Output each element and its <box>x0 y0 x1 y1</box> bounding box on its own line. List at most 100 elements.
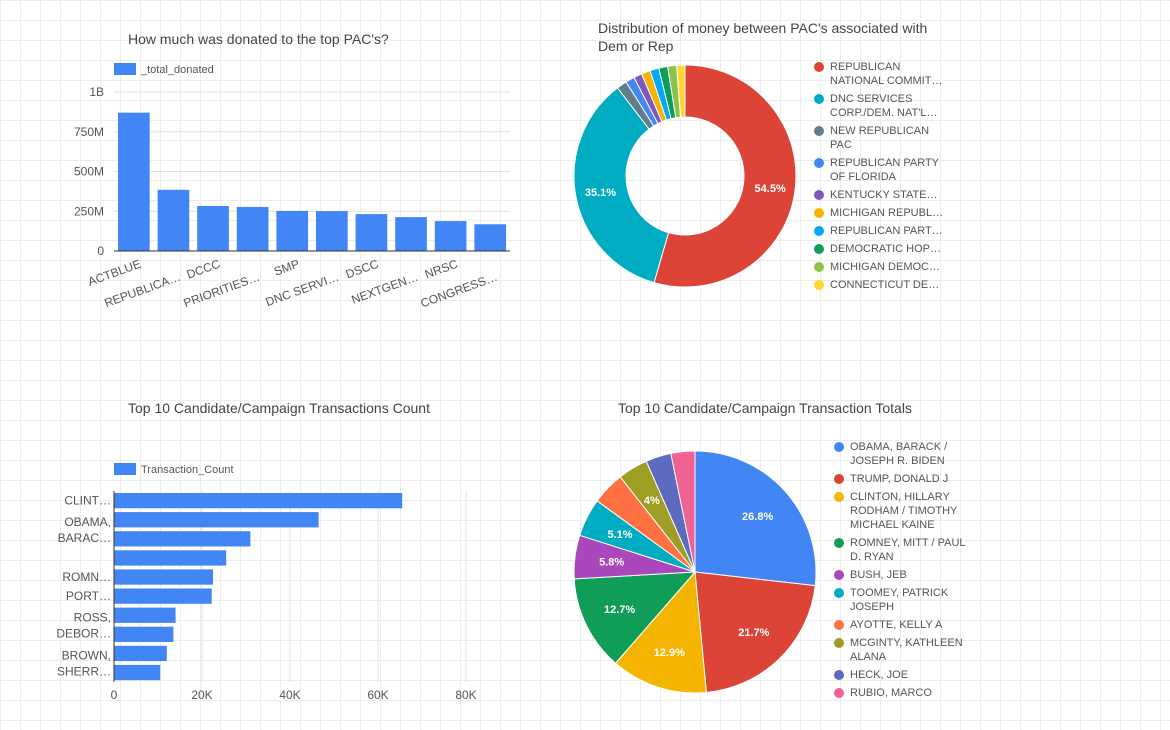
legend-item: TOOMEY, PATRICK JOSEPH <box>834 586 974 614</box>
bar <box>276 210 309 251</box>
legend-label: AYOTTE, KELLY A <box>850 619 943 631</box>
pac-donations-svg: _total_donated0250M500M750M1BACTBLUEREPU… <box>74 63 510 310</box>
bar <box>236 206 269 251</box>
x-tick-label: SMP <box>272 257 301 279</box>
legend-item: ROMNEY, MITT / PAUL D. RYAN <box>834 536 974 564</box>
x-tick-label: DSCC <box>344 257 381 282</box>
legend-swatch <box>834 588 844 598</box>
chart-legend: REPUBLICAN NATIONAL COMMIT… DNC SERVICES … <box>814 60 954 296</box>
legend-item: MICHIGAN DEMOC… <box>814 260 954 274</box>
bar <box>316 211 348 251</box>
bar <box>355 214 388 251</box>
y-tick-label: 250M <box>74 204 104 218</box>
chart-title: How much was donated to the top PAC's? <box>128 31 389 47</box>
legend-label: KENTUCKY STATE… <box>830 189 938 201</box>
slice-label: 12.7% <box>604 604 635 616</box>
pie-slice <box>614 570 707 694</box>
legend-label: REPUBLICAN PART… <box>830 225 943 237</box>
legend-swatch <box>814 62 824 72</box>
legend-item: TRUMP, DONALD J <box>834 472 974 486</box>
y-tick-label: 750M <box>74 125 104 139</box>
x-tick-label: 80K <box>455 688 476 702</box>
x-tick-label: 40K <box>279 688 300 702</box>
y-tick-label: PORT… <box>66 589 111 603</box>
y-tick-label: 500M <box>74 165 104 179</box>
bar <box>114 531 251 547</box>
legend-item: REPUBLICAN PART… <box>814 224 954 238</box>
legend-label: NEW REPUBLICAN PAC <box>830 125 930 151</box>
chart-title: Distribution of money between PAC's asso… <box>598 20 928 54</box>
x-tick-label: DCCC <box>185 257 223 282</box>
legend-swatch <box>814 190 824 200</box>
chart-title: Top 10 Candidate/Campaign Transaction To… <box>618 400 912 416</box>
slice-label: 35.1% <box>585 187 616 199</box>
legend-item: RUBIO, MARCO <box>834 686 974 700</box>
x-tick-label: NRSC <box>423 257 460 282</box>
bar <box>114 550 227 566</box>
legend-item: REPUBLICAN PARTY OF FLORIDA <box>814 156 954 184</box>
pie-slice <box>670 450 696 573</box>
legend-item: DEMOCRATIC HOP… <box>814 242 954 256</box>
bar <box>157 189 190 251</box>
legend-label: DNC SERVICES CORP./DEM. NAT'L… <box>830 93 938 119</box>
pie-slice <box>694 450 817 587</box>
legend-swatch <box>814 280 824 290</box>
y-tick-label: DEBOR… <box>56 626 111 640</box>
legend-swatch <box>834 638 844 648</box>
legend-label: OBAMA, BARACK / JOSEPH R. BIDEN <box>850 441 948 467</box>
bar <box>114 645 167 662</box>
legend-swatch <box>814 226 824 236</box>
legend-swatch <box>814 244 824 254</box>
legend-label: REPUBLICAN NATIONAL COMMIT… <box>830 61 943 87</box>
legend-swatch <box>834 474 844 484</box>
y-tick-label: BROWN, <box>62 649 111 663</box>
legend-label: TRUMP, DONALD J <box>850 473 949 485</box>
legend-label: _total_donated <box>140 64 214 76</box>
legend-label: MICHIGAN REPUBL… <box>830 207 944 219</box>
pie-slice <box>676 64 686 118</box>
legend-item: MICHIGAN REPUBL… <box>814 206 954 220</box>
legend-label: RUBIO, MARCO <box>850 687 932 699</box>
bar <box>114 626 174 642</box>
y-tick-label: SHERR… <box>57 665 111 679</box>
legend-item: HECK, JOE <box>834 668 974 682</box>
bar <box>434 221 467 251</box>
legend-label: BUSH, JEB <box>850 569 907 581</box>
bar <box>114 512 319 528</box>
legend-item: AYOTTE, KELLY A <box>834 618 974 632</box>
legend-item: DNC SERVICES CORP./DEM. NAT'L… <box>814 92 954 120</box>
slice-label: 54.5% <box>755 183 786 195</box>
party-distribution-svg: 54.5% 35.1% <box>573 64 797 288</box>
y-tick-label: 1B <box>89 85 104 99</box>
legend-label: MCGINTY, KATHLEEN ALANA <box>850 637 963 663</box>
legend-label: CONNECTICUT DE… <box>830 279 940 291</box>
slice-label: 21.7% <box>738 627 769 639</box>
transactions-count-chart: Top 10 Candidate/Campaign Transactions C… <box>0 380 560 730</box>
legend-swatch <box>834 570 844 580</box>
x-tick-label: 0 <box>111 688 118 702</box>
legend-item: CONNECTICUT DE… <box>814 278 954 292</box>
legend-label: MICHIGAN DEMOC… <box>830 261 940 273</box>
legend-swatch <box>814 94 824 104</box>
legend-label: TOOMEY, PATRICK JOSEPH <box>850 587 949 613</box>
pie-slice <box>653 64 797 288</box>
legend-item: KENTUCKY STATE… <box>814 188 954 202</box>
bar <box>114 493 403 509</box>
legend-label: CLINTON, HILLARY RODHAM / TIMOTHY MICHAE… <box>850 491 958 531</box>
legend-item: MCGINTY, KATHLEEN ALANA <box>834 636 974 664</box>
x-tick-label: 60K <box>367 688 388 702</box>
bar <box>395 217 427 251</box>
chart-legend: OBAMA, BARACK / JOSEPH R. BIDEN TRUMP, DO… <box>834 440 974 704</box>
y-tick-label: ROMN… <box>62 570 111 584</box>
legend-swatch <box>834 492 844 502</box>
party-distribution-chart: Distribution of money between PAC's asso… <box>560 0 1170 320</box>
transactions-count-svg: Transaction_Count 0 20K 40K 60K 80K CLINT… OBAM… <box>56 463 477 702</box>
legend-item: NEW REPUBLICAN PAC <box>814 124 954 152</box>
pie-slice <box>573 87 670 284</box>
slice-label: 12.9% <box>654 647 685 659</box>
transaction-totals-chart: Top 10 Candidate/Campaign Transaction To… <box>560 380 1170 730</box>
slice-label: 5.8% <box>599 556 624 568</box>
bar <box>197 206 229 251</box>
bar <box>114 607 176 623</box>
legend-label: Transaction_Count <box>141 464 234 476</box>
